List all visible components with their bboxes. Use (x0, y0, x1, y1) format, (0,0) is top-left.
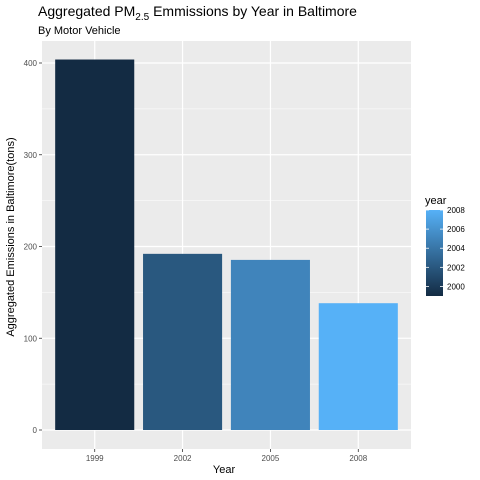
legend-ticks: 2000 2002 2004 2006 2008 (426, 206, 465, 291)
y-tick-label: 0 (33, 426, 38, 435)
legend-tick-label: 2006 (447, 225, 465, 234)
legend-tick-label: 2008 (447, 206, 465, 215)
bar-1999 (55, 59, 135, 431)
bars (55, 59, 398, 431)
bar-2008 (318, 303, 398, 430)
legend-title: year (425, 195, 447, 207)
legend-colorbar (426, 210, 443, 296)
y-tick-label: 200 (24, 243, 38, 252)
chart-subtitle: By Motor Vehicle (38, 25, 121, 37)
x-axis-title: Year (213, 464, 236, 476)
bar-2005 (230, 259, 310, 430)
x-tick-label: 2008 (349, 454, 367, 463)
y-axis-title: Aggregated Emissions in Baltimore(tons) (5, 137, 17, 336)
x-axis: 1999 2002 2005 2008 (86, 449, 368, 463)
legend-tick-label: 2002 (447, 263, 465, 272)
x-tick-label: 1999 (86, 454, 104, 463)
chart-title: Aggregated PM2.5 Emmissions by Year in B… (38, 3, 357, 23)
y-axis: 0 100 200 300 400 (24, 59, 42, 435)
legend: year 2000 2002 2004 2006 2008 (425, 195, 465, 296)
x-tick-label: 2002 (174, 454, 192, 463)
bar-2002 (143, 253, 223, 430)
legend-tick-label: 2000 (447, 282, 465, 291)
legend-tick-label: 2004 (447, 244, 465, 253)
x-tick-label: 2005 (262, 454, 280, 463)
y-tick-label: 300 (24, 151, 38, 160)
y-tick-label: 400 (24, 59, 38, 68)
y-tick-label: 100 (24, 334, 38, 343)
